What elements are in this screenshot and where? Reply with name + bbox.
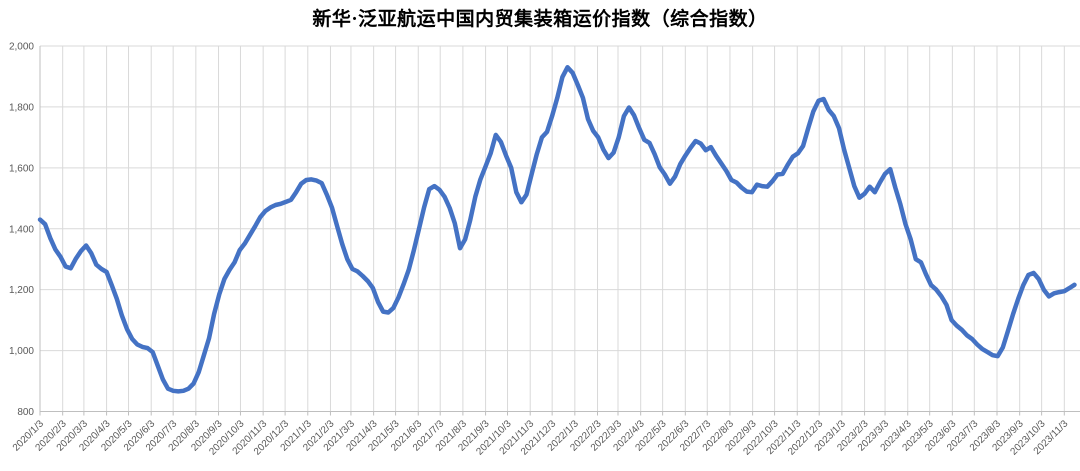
chart-title: 新华·泛亚航运中国内贸集装箱运价指数（综合指数） [312,9,768,30]
y-axis-label: 1,400 [9,224,34,235]
y-axis-label: 1,000 [9,346,34,357]
y-axis-label: 1,600 [9,163,34,174]
y-axis-label: 800 [17,407,34,418]
y-axis-label: 2,000 [9,42,34,53]
line-series [37,65,1077,394]
y-axis-label: 1,800 [9,102,34,113]
y-axis-label: 1,200 [9,285,34,296]
